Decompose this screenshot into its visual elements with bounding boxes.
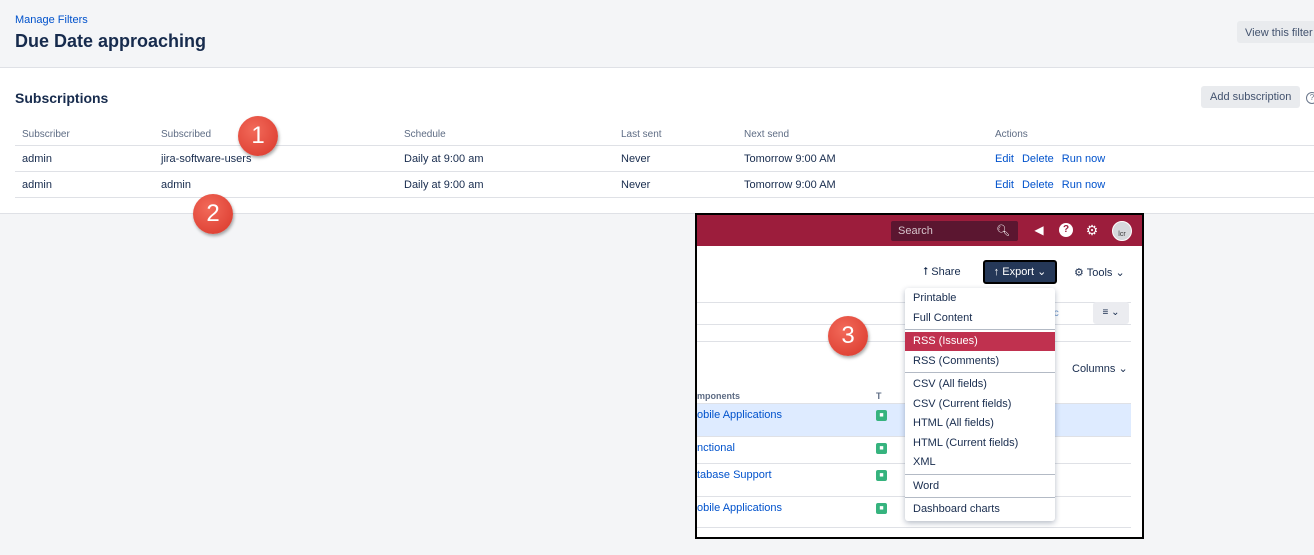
component-link[interactable]: tabase Support [697,469,772,481]
cell-subscriber: admin [15,171,154,198]
menu-item-word[interactable]: Word [913,480,940,492]
add-subscription-button[interactable]: Add subscription [1201,86,1301,108]
edit-link[interactable]: Edit [995,152,1014,165]
story-icon: ■ [876,410,887,421]
export-dropdown: Printable Full Content RSS (Issues) RSS … [905,288,1055,521]
cell-last-sent: Never [614,145,737,172]
col-actions: Actions [988,123,1314,146]
chevron-down-icon: ⌄ [1111,307,1120,318]
view-filter-button[interactable]: View this filter [1237,21,1314,43]
issue-row[interactable]: obile Applications ■ [697,497,1131,528]
menu-item-full-content[interactable]: Full Content [913,312,973,324]
annotation-badge-3: 3 [828,316,868,356]
component-link[interactable]: nctional [697,442,735,454]
cell-schedule: Daily at 9:00 am [397,171,614,198]
tools-label: Tools [1086,267,1113,279]
columns-button[interactable]: Columns ⌄ [1072,362,1128,375]
col-last-sent: Last sent [614,123,737,146]
menu-item-html-all[interactable]: HTML (All fields) [913,417,994,429]
menu-separator [905,497,1055,498]
megaphone-icon[interactable]: ◀ [1034,223,1044,237]
run-now-link[interactable]: Run now [1061,178,1106,191]
col-components: mponents [697,391,741,401]
col-subscriber: Subscriber [15,123,154,146]
delete-link[interactable]: Delete [1021,178,1054,191]
export-button[interactable]: ↑ Export ⌄ [983,260,1057,284]
annotation-badge-1: 1 [238,116,278,156]
component-link[interactable]: obile Applications [697,409,783,421]
avatar[interactable]: lcr [1112,221,1132,241]
help-icon[interactable]: ? [1306,92,1314,104]
search-box[interactable]: Search 🔍︎ [891,221,1018,241]
cell-next-send: Tomorrow 9:00 AM [737,145,988,172]
story-icon: ■ [876,503,887,514]
chevron-down-icon: ⌄ [1115,267,1125,279]
gear-icon: ⚙ [1074,267,1084,279]
menu-item-csv-all[interactable]: CSV (All fields) [913,378,987,390]
table-row: admin jira-software-users Daily at 9:00 … [15,145,1314,172]
menu-separator [905,474,1055,475]
export-icon: ↑ [993,266,1000,278]
cell-actions: Edit Delete Run now [988,171,1314,198]
export-label: Export [1002,266,1035,278]
col-schedule: Schedule [397,123,614,146]
cell-last-sent: Never [614,171,737,198]
cell-next-send: Tomorrow 9:00 AM [737,171,988,198]
gear-icon[interactable]: ⚙ [1085,222,1099,238]
col-next-send: Next send [737,123,988,146]
cell-subscribed: jira-software-users [154,145,397,172]
menu-item-printable[interactable]: Printable [913,292,957,304]
menu-item-rss-issues[interactable]: RSS (Issues) [905,332,1055,351]
annotation-badge-2: 2 [193,194,233,234]
table-header-row: Subscriber Subscribed Schedule Last sent… [15,123,1314,146]
subscriptions-panel: Subscriptions Add subscription ? Subscri… [0,68,1314,214]
subscriptions-table: Subscriber Subscribed Schedule Last sent… [15,123,1314,198]
share-label: Share [931,266,961,278]
cell-actions: Edit Delete Run now [988,145,1314,172]
share-button[interactable]: ⭡ Share [923,266,961,279]
help-icon[interactable]: ? [1059,223,1073,237]
edit-link[interactable]: Edit [995,178,1014,191]
col-type: T [876,391,882,401]
cell-subscribed: admin [154,171,397,198]
tools-button[interactable]: ⚙ Tools ⌄ [1074,266,1125,279]
share-icon: ⭡ [923,266,929,278]
list-icon: ≡ [1102,307,1109,318]
menu-separator [905,372,1055,373]
breadcrumb-manage-filters[interactable]: Manage Filters [15,14,88,26]
menu-item-csv-current[interactable]: CSV (Current fields) [913,398,1012,410]
subscriptions-title: Subscriptions [15,90,109,106]
menu-item-dashboard-charts[interactable]: Dashboard charts [913,503,1000,515]
cell-schedule: Daily at 9:00 am [397,145,614,172]
search-placeholder: Search [898,225,933,237]
search-icon: 🔍︎ [996,225,1010,237]
story-icon: ■ [876,470,887,481]
story-icon: ■ [876,443,887,454]
table-row: admin admin Daily at 9:00 am Never Tomor… [15,171,1314,198]
top-navigation-bar: Search 🔍︎ ◀ ? ⚙ lcr [697,215,1142,246]
columns-label: Columns [1072,363,1116,375]
chevron-down-icon: ⌄ [1037,266,1047,278]
export-menu-inset: Search 🔍︎ ◀ ? ⚙ lcr ⭡ Share ↑ Export ⌄ ⚙… [695,213,1144,539]
chevron-down-icon: ⌄ [1118,363,1128,375]
menu-item-html-current[interactable]: HTML (Current fields) [913,437,1019,449]
menu-item-rss-comments[interactable]: RSS (Comments) [913,355,1000,367]
run-now-link[interactable]: Run now [1061,152,1106,165]
cell-subscriber: admin [15,145,154,172]
menu-separator [905,329,1055,330]
menu-item-xml[interactable]: XML [913,456,936,468]
page-title: Due Date approaching [15,31,207,51]
page-header: Manage Filters Due Date approaching View… [0,0,1314,68]
component-link[interactable]: obile Applications [697,502,783,514]
delete-link[interactable]: Delete [1021,152,1054,165]
view-toggle-button[interactable]: ≡ ⌄ [1093,302,1129,324]
